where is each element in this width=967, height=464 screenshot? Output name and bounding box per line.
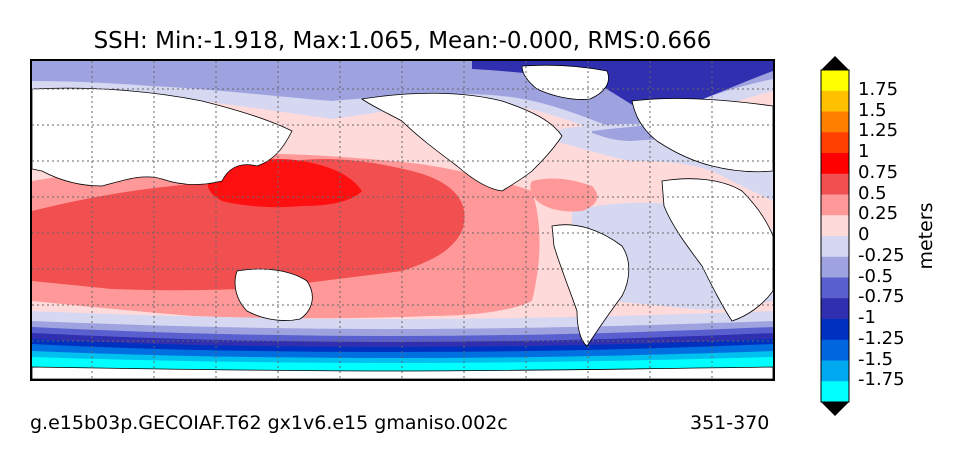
colorbar-tick-label: 1.75 bbox=[858, 78, 899, 100]
colorbar-tick-label: -0.25 bbox=[858, 244, 905, 266]
colorbar-band bbox=[821, 298, 849, 320]
colorbar-band bbox=[821, 319, 849, 341]
colorbar-band bbox=[821, 173, 849, 195]
land-eurasia bbox=[32, 87, 293, 187]
ssh-map bbox=[30, 59, 775, 381]
colorbar-tick-label: 1.25 bbox=[858, 120, 899, 142]
land-australia bbox=[234, 268, 313, 321]
experiment-caption: g.e15b03p.GECOIAF.T62 gx1v6.e15 gmaniso.… bbox=[30, 412, 508, 434]
colorbar-tick-label: -1 bbox=[858, 307, 876, 328]
land-europe bbox=[631, 98, 773, 173]
colorbar-tick-label: 0 bbox=[858, 224, 870, 245]
colorbar-band bbox=[821, 194, 849, 216]
kuroshio-max bbox=[207, 159, 362, 208]
colorbar bbox=[820, 56, 850, 416]
land-greenland bbox=[521, 64, 609, 100]
colorbar-band bbox=[821, 90, 849, 112]
colorbar-band bbox=[821, 381, 849, 403]
colorbar-tick-label: -0.75 bbox=[858, 286, 905, 308]
colorbar-tick-label: -1.5 bbox=[858, 348, 894, 370]
colorbar-tick-label: 1 bbox=[858, 141, 870, 162]
caribbean bbox=[530, 178, 598, 212]
colorbar-band bbox=[821, 339, 849, 361]
colorbar-tick-label: -1.25 bbox=[858, 327, 905, 349]
map-grid bbox=[32, 61, 773, 379]
colorbar-band bbox=[821, 132, 849, 154]
units-label: meters bbox=[915, 202, 937, 270]
colorbar-band bbox=[821, 236, 849, 258]
colorbar-extend-min bbox=[821, 402, 849, 416]
land-africa bbox=[661, 178, 773, 322]
years-caption: 351-370 bbox=[690, 412, 770, 434]
land-namerica bbox=[360, 92, 563, 192]
plot-title: SSH: Min:-1.918, Max:1.065, Mean:-0.000,… bbox=[93, 28, 712, 54]
colorbar-band bbox=[821, 215, 849, 237]
colorbar-band bbox=[821, 153, 849, 175]
colorbar-extend-max bbox=[821, 56, 849, 70]
colorbar-tick-label: -0.5 bbox=[858, 265, 894, 287]
colorbar-band bbox=[821, 256, 849, 278]
colorbar-tick-label: 0.5 bbox=[858, 182, 887, 204]
colorbar-band bbox=[821, 111, 849, 133]
colorbar-band bbox=[821, 277, 849, 299]
land-samerica bbox=[551, 224, 630, 347]
colorbar-band bbox=[821, 70, 849, 92]
colorbar-tick-label: 0.75 bbox=[858, 161, 899, 183]
colorbar-tick-label: 0.25 bbox=[858, 203, 899, 225]
colorbar-band bbox=[821, 360, 849, 382]
land bbox=[32, 64, 773, 379]
colorbar-tick-label: -1.75 bbox=[858, 369, 905, 391]
colorbar-tick-label: 1.5 bbox=[858, 99, 887, 121]
